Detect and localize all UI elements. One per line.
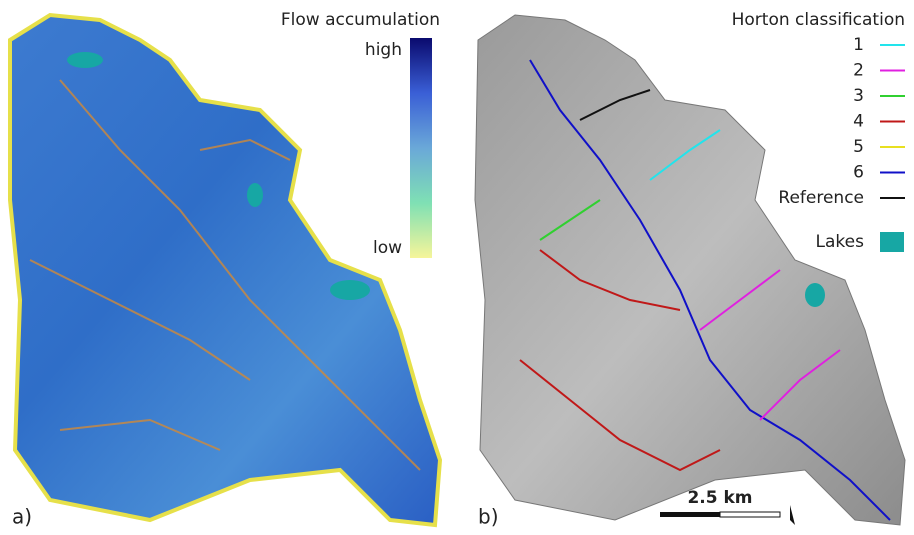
legend-label: 5	[853, 137, 864, 157]
panel-b-title: Horton classification	[732, 10, 905, 30]
colorbar	[410, 38, 432, 258]
north-arrow	[790, 505, 795, 525]
colorbar-high: high	[365, 40, 402, 60]
legend-label: 1	[853, 35, 864, 55]
basin-map-b	[475, 15, 905, 525]
lake-b	[805, 283, 825, 307]
legend-label: Reference	[778, 188, 864, 208]
basin-map-a	[10, 15, 440, 525]
colorbar-low: low	[373, 238, 402, 258]
panel-b-label: b)	[478, 505, 499, 529]
legend-label: 3	[853, 86, 864, 106]
scale-bar-label: 2.5 km	[687, 488, 752, 508]
legend-label: 4	[853, 112, 864, 132]
lakes-swatch	[880, 232, 904, 252]
panel-a-label: a)	[12, 505, 32, 529]
legend: 1 2 3 4 5 6 Reference	[778, 35, 905, 208]
lakes-label: Lakes	[816, 232, 865, 252]
legend-label: 6	[853, 163, 864, 183]
legend-label: 2	[853, 61, 864, 81]
panel-a-title: Flow accumulation	[281, 10, 440, 30]
figure: Flow accumulation high low a) Horton cla…	[0, 0, 914, 535]
